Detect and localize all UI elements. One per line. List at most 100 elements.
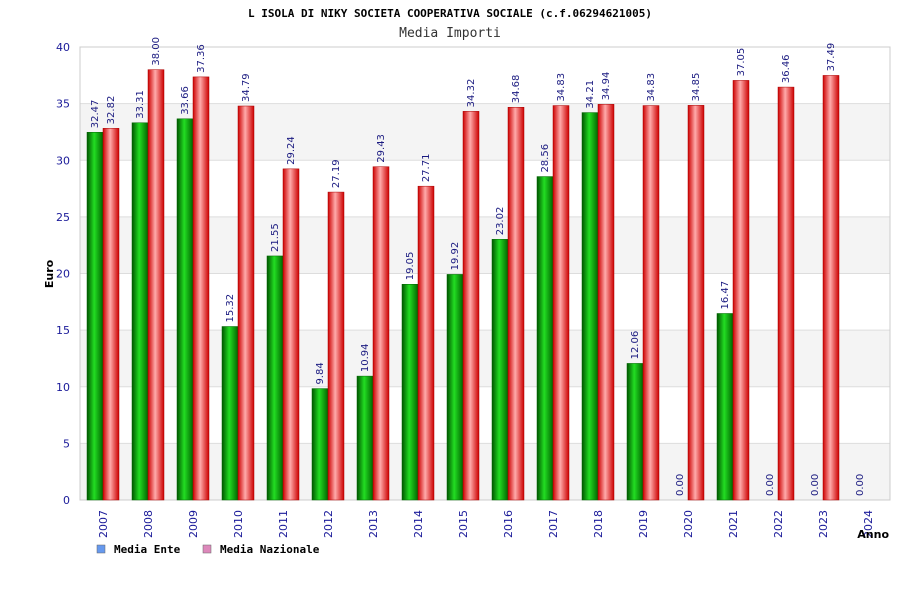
data-label: 34.83 (646, 73, 657, 102)
bar-media-nazionale (417, 185, 435, 501)
data-label: 0.00 (675, 474, 686, 496)
data-label: 15.32 (225, 294, 236, 323)
x-tick-label: 2016 (502, 510, 515, 538)
y-tick-label: 20 (56, 268, 70, 281)
y-tick-label: 25 (56, 211, 70, 224)
x-tick-label: 2012 (322, 510, 335, 538)
data-label: 34.79 (241, 73, 252, 102)
grid-band (80, 216, 890, 274)
data-label: 37.05 (736, 48, 747, 77)
data-label: 27.19 (331, 159, 342, 188)
bar-media-ente (131, 122, 149, 501)
bar-media-nazionale (282, 168, 300, 501)
data-label: 0.00 (855, 474, 866, 496)
legend-swatch (96, 544, 106, 554)
y-tick-label: 35 (56, 98, 70, 111)
x-tick-label: 2008 (142, 510, 155, 538)
bar-media-nazionale (507, 106, 525, 501)
data-label: 27.71 (421, 154, 432, 183)
x-tick-label: 2010 (232, 510, 245, 538)
x-tick-label: 2023 (817, 510, 830, 538)
x-tick-label: 2007 (97, 510, 110, 538)
bar-media-ente (311, 388, 329, 501)
grid-band (80, 103, 890, 161)
bar-media-nazionale (462, 111, 480, 501)
bar-media-nazionale (777, 86, 795, 501)
bar-media-nazionale (237, 105, 255, 501)
data-label: 34.85 (691, 73, 702, 102)
data-label: 33.66 (180, 86, 191, 115)
y-tick-label: 10 (56, 381, 70, 394)
data-label: 34.94 (601, 72, 612, 101)
data-label: 0.00 (810, 474, 821, 496)
bar-media-nazionale (327, 191, 345, 501)
bar-media-ente (176, 118, 194, 501)
chart-title: L ISOLA DI NIKY SOCIETA COOPERATIVA SOCI… (248, 7, 652, 20)
bar-media-nazionale (642, 105, 660, 501)
data-label: 9.84 (315, 362, 326, 384)
x-tick-label: 2020 (682, 510, 695, 538)
data-label: 32.47 (90, 100, 101, 129)
bar-media-ente (491, 239, 509, 501)
bar-media-ente (86, 132, 104, 501)
grid-band (80, 386, 890, 444)
y-tick-label: 40 (56, 41, 70, 54)
data-label: 37.49 (826, 43, 837, 72)
data-label: 16.47 (720, 281, 731, 310)
legend-entry: Media Ente (114, 543, 181, 556)
data-label: 34.68 (511, 75, 522, 104)
legend-entry: Media Nazionale (220, 543, 320, 556)
bar-media-ente (536, 176, 554, 501)
bar-media-nazionale (732, 80, 750, 501)
bar-media-nazionale (147, 69, 165, 501)
chart-subtitle: Media Importi (399, 26, 501, 41)
bar-media-ente (266, 255, 284, 501)
bars (86, 69, 840, 501)
grid-band (80, 47, 890, 104)
x-tick-label: 2018 (592, 510, 605, 538)
bar-media-ente (356, 375, 374, 501)
bar-media-nazionale (102, 128, 120, 501)
x-axis-label: Anno (857, 528, 889, 541)
data-label: 34.32 (466, 79, 477, 108)
grid-band (80, 330, 890, 387)
data-label: 38.00 (151, 37, 162, 66)
data-label: 37.36 (196, 44, 207, 73)
data-label: 19.05 (405, 252, 416, 281)
bar-media-ente (626, 363, 644, 501)
y-tick-label: 30 (56, 154, 70, 167)
legend: Media Ente Media Nazionale (96, 543, 320, 556)
value-labels: 32.47 33.31 33.66 15.32 21.55 9.84 10.94 19.05 1… (90, 37, 866, 496)
y-axis-ticks: 0 5 10 15 20 25 30 35 40 (56, 41, 70, 507)
legend-swatch (202, 544, 212, 554)
bar-media-nazionale (192, 76, 210, 501)
grid-band (80, 273, 890, 331)
y-tick-label: 5 (63, 437, 70, 450)
bar-media-nazionale (552, 105, 570, 501)
data-label: 19.92 (450, 242, 461, 271)
data-label: 23.02 (495, 207, 506, 236)
x-tick-label: 2022 (772, 510, 785, 538)
x-tick-label: 2009 (187, 510, 200, 538)
data-label: 36.46 (781, 54, 792, 83)
x-tick-label: 2013 (367, 510, 380, 538)
x-tick-label: 2019 (637, 510, 650, 538)
y-tick-label: 15 (56, 324, 70, 337)
bar-media-ente (581, 112, 599, 501)
plot-frame (79, 46, 891, 501)
data-label: 29.24 (286, 136, 297, 165)
bar-media-nazionale (597, 104, 615, 501)
y-tick-label: 0 (63, 494, 70, 507)
data-label: 34.21 (585, 80, 596, 109)
bar-media-ente (221, 326, 239, 501)
data-label: 33.31 (135, 90, 146, 119)
x-tick-label: 2011 (277, 510, 290, 538)
data-label: 28.56 (540, 144, 551, 173)
bar-media-ente (401, 284, 419, 501)
bar-media-ente (446, 274, 464, 501)
data-label: 32.82 (106, 96, 117, 125)
bar-media-nazionale (822, 75, 840, 501)
y-axis-label: Euro (43, 259, 56, 288)
x-tick-label: 2014 (412, 510, 425, 538)
